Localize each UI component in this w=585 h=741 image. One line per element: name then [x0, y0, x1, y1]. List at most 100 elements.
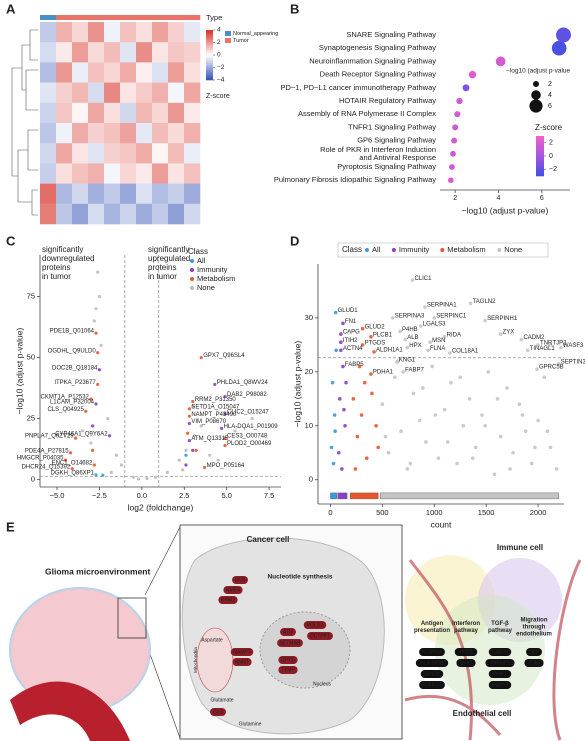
- heatmap-cell: [104, 42, 121, 63]
- point: [360, 343, 365, 347]
- gene-pill: [210, 708, 226, 716]
- heatmap-cell: [104, 183, 121, 205]
- heatmap-cell: [152, 62, 169, 83]
- heatmap-cell: [104, 203, 121, 225]
- point: [333, 310, 338, 315]
- group-strip: [40, 15, 57, 20]
- colorbar-tick-label: −2: [549, 166, 557, 173]
- heatmap-cell: [56, 82, 73, 104]
- point-label: PLCB1: [373, 332, 393, 338]
- point: [399, 429, 403, 433]
- heatmap-cell: [72, 42, 89, 63]
- y-axis-title: −log10 (adjust p-value): [14, 327, 24, 414]
- zoom-box: [117, 597, 147, 639]
- point: [131, 475, 135, 479]
- gene-pill: [232, 576, 248, 584]
- colorbar-tick-label: 0: [549, 153, 553, 160]
- dot: [451, 137, 458, 144]
- colorbar-step: [536, 174, 544, 177]
- heatmap-cell: [152, 22, 169, 43]
- gene-label: NME4: [226, 588, 240, 594]
- pathway-label: PD−1, PD−L1 cancer immunotherapy Pathway: [281, 83, 437, 92]
- heatmap-cell: [168, 163, 185, 184]
- pathway-title: pathway: [454, 628, 479, 634]
- colorbar-step: [536, 172, 544, 175]
- heatmap-cell: [104, 62, 121, 83]
- point: [216, 458, 220, 462]
- heatmap-cell: [88, 62, 105, 83]
- heatmap-cell: [72, 123, 89, 144]
- point: [63, 458, 68, 462]
- point-label: PDE1B_Q01064: [50, 329, 95, 335]
- colorbar-step: [536, 168, 544, 171]
- pathway-title: TGF-β: [491, 621, 509, 627]
- point: [370, 391, 374, 396]
- point: [403, 337, 407, 342]
- colorbar-step: [206, 42, 213, 46]
- point: [430, 364, 434, 369]
- size-legend-dot: [531, 90, 541, 100]
- y-tick-label: 20: [305, 367, 313, 376]
- point: [498, 332, 503, 336]
- point: [184, 448, 188, 452]
- metabolite-label: Glutamine: [239, 721, 262, 727]
- heatmap-cell: [56, 102, 73, 124]
- point-label: GLUD1: [338, 308, 359, 314]
- point: [517, 402, 522, 407]
- heatmap-cell: [104, 143, 121, 164]
- group-strip: [72, 15, 89, 20]
- panel-label: D: [290, 233, 299, 248]
- heatmap-cell: [88, 203, 105, 225]
- heatmap-cell: [72, 102, 89, 124]
- colorbar-step: [206, 57, 213, 61]
- cell-title: Cancer cell: [247, 535, 290, 544]
- point-label: OGDHL_Q9ULD0: [48, 348, 97, 354]
- metabolite-label: Glutamate: [210, 697, 233, 703]
- dot: [450, 150, 456, 157]
- colorbar-step: [206, 32, 213, 36]
- zoom-line: [144, 639, 181, 739]
- heatmap-cell: [40, 62, 57, 83]
- gene-label: PHIP1: [493, 672, 508, 678]
- heatmap-cell: [168, 102, 185, 124]
- pathway-title: Migration: [521, 618, 548, 624]
- point-label: HPX: [409, 343, 421, 349]
- heatmap-cell: [168, 183, 185, 205]
- x-tick-label: 2: [453, 195, 457, 202]
- gene-label: DPYD: [281, 658, 295, 664]
- point-label: SEPTIN3: [561, 359, 585, 365]
- point-label: HLA-DQA1_P01909: [224, 424, 279, 430]
- point: [380, 402, 385, 407]
- gene-pill: [232, 658, 252, 666]
- pathway-label: Death Receptor Signaling Pathway: [320, 70, 437, 79]
- legend-label: None: [197, 283, 215, 292]
- point-label: ALB: [407, 335, 418, 341]
- point: [68, 451, 73, 455]
- point: [187, 439, 191, 443]
- point: [523, 429, 528, 433]
- point: [376, 445, 381, 450]
- colorbar-step: [536, 138, 544, 141]
- colorbar-step: [536, 142, 544, 145]
- gene-pill: [419, 648, 445, 656]
- heatmap-cell: [56, 143, 73, 164]
- colorbar-step: [536, 164, 544, 167]
- point: [336, 450, 341, 455]
- size-legend-label: 4: [548, 92, 552, 99]
- point: [192, 434, 197, 438]
- point: [467, 397, 472, 401]
- heatmap-cell: [72, 163, 89, 184]
- point: [96, 382, 100, 387]
- point: [199, 424, 203, 428]
- point: [492, 472, 497, 477]
- heatmap-cell: [120, 203, 137, 225]
- point: [433, 413, 438, 417]
- legend-label: Tumor: [233, 38, 249, 44]
- pathway-label: Synaptogenesis Signaling Pathway: [319, 43, 436, 52]
- point: [449, 380, 453, 385]
- colorbar-step: [206, 70, 213, 73]
- heatmap-cell: [168, 42, 185, 63]
- point: [341, 364, 345, 369]
- colorbar-step: [206, 45, 213, 48]
